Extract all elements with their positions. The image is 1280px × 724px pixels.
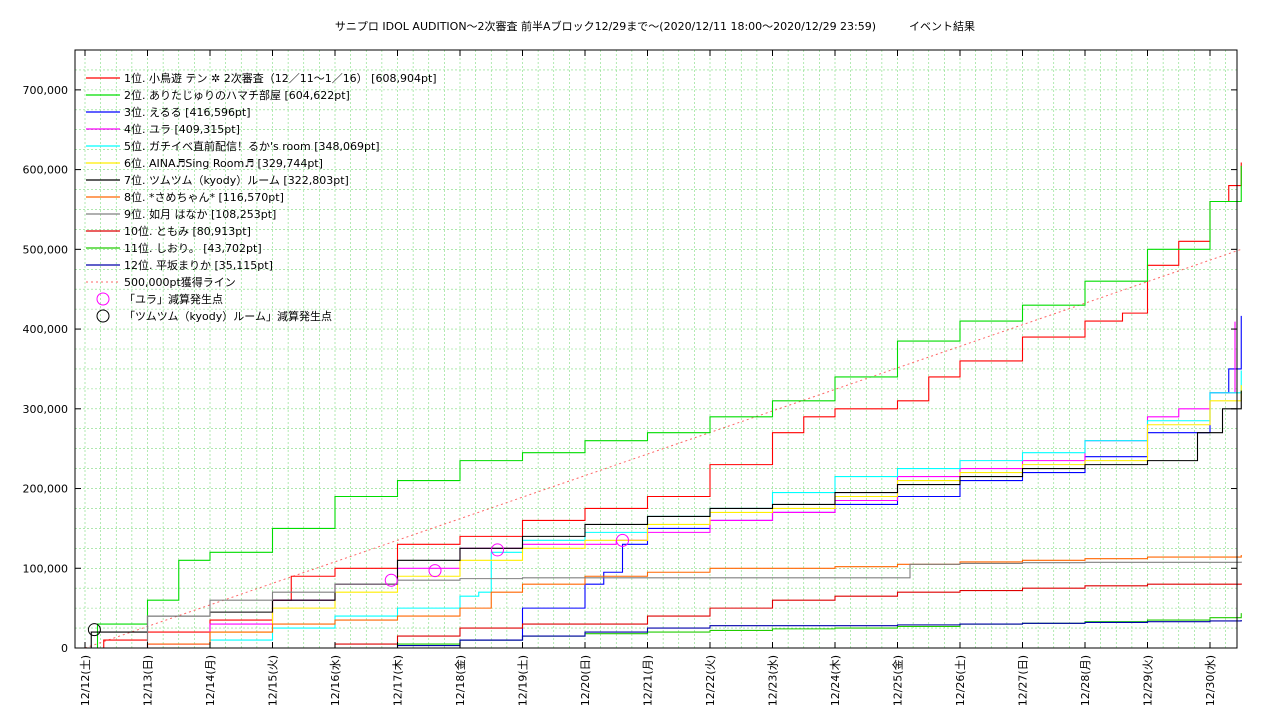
grid <box>75 50 1237 648</box>
series-line-4 <box>85 321 1236 649</box>
legend-label: 7位. ツムツム（kyody）ルーム [322,803pt] <box>124 173 349 187</box>
x-tick-label: 12/20(日) <box>579 655 592 706</box>
legend-label: 「ユラ」減算発生点 <box>124 292 223 306</box>
series-line-2 <box>85 165 1242 649</box>
reference-line-layer <box>84 248 1242 649</box>
marker-point-1 <box>384 573 398 587</box>
legend-marker <box>96 292 110 306</box>
legend-label: 「ツムツム（kyody）ルーム」減算発生点 <box>124 309 332 323</box>
y-tick-label: 500,000 <box>23 243 69 256</box>
x-tick-label: 12/13(日) <box>142 655 155 706</box>
marker-layer <box>87 533 629 637</box>
y-tick-label: 600,000 <box>23 164 69 177</box>
x-tick-label: 12/19(土) <box>517 655 530 706</box>
y-tick-label: 200,000 <box>23 483 69 496</box>
x-tick-label: 12/14(月) <box>204 655 217 706</box>
marker-point-2 <box>87 623 101 637</box>
x-tick-label: 12/23(水) <box>767 655 780 706</box>
plot-frame <box>74 49 1238 649</box>
legend-label: 3位. えるる [416,596pt] <box>124 105 251 119</box>
y-tick-label: 300,000 <box>23 403 69 416</box>
chart-title: サニプロ IDOL AUDITION〜2次審査 前半Aブロック12/29まで〜(… <box>335 19 975 33</box>
y-tick-label: 700,000 <box>23 84 69 97</box>
x-tick-label: 12/29(火) <box>1142 655 1155 706</box>
series-line-7 <box>85 390 1242 649</box>
x-tick-label: 12/22(火) <box>704 655 717 706</box>
x-tick-label: 12/16(水) <box>329 655 342 706</box>
legend-label: 1位. 小鳥遊 テン ✲ 2次審査（12／11〜1／16） [608,904pt… <box>124 71 437 85</box>
marker-point-1 <box>428 564 442 578</box>
x-tick-label: 12/21(月) <box>642 655 655 706</box>
series-line-10 <box>85 583 1242 649</box>
series-line-12 <box>85 620 1242 649</box>
series-line-8 <box>85 555 1242 649</box>
x-tick-label: 12/15(火) <box>267 655 280 706</box>
marker-point-1 <box>616 533 629 547</box>
x-tick-label: 12/17(木) <box>392 655 405 706</box>
x-tick-label: 12/24(木) <box>829 655 842 706</box>
legend: 1位. 小鳥遊 テン ✲ 2次審査（12／11〜1／16） [608,904pt… <box>86 71 437 323</box>
y-tick-label: 400,000 <box>23 323 69 336</box>
legend-label: 6位. AINA♬Sing Room♬ [329,744pt] <box>124 156 323 170</box>
legend-label: 11位. しおり。 [43,702pt] <box>124 241 262 255</box>
legend-label: 4位. ユラ [409,315pt] <box>124 122 240 136</box>
axis-layer: 0 100,000 200,000 300,000 400,000 500,000 600,… <box>23 50 1237 706</box>
legend-label: 12位. 平坂まりか [35,115pt] <box>124 258 273 272</box>
legend-label: 10位. ともみ [80,913pt] <box>124 224 251 238</box>
y-tick-label: 100,000 <box>23 562 69 575</box>
reference-line <box>84 248 1242 649</box>
x-tick-label: 12/18(金) <box>453 655 467 706</box>
series-line-9 <box>85 561 1242 649</box>
legend-label: 9位. 如月 はなか [108,253pt] <box>124 207 276 221</box>
legend-label: 2位. ありたじゅりのハマチ部屋 [604,622pt] <box>124 88 350 102</box>
legend-marker <box>96 309 110 323</box>
x-tick-label: 12/25(金) <box>891 655 905 706</box>
legend-label: 8位. *さめちゃん* [116,570pt] <box>124 190 284 204</box>
x-tick-label: 12/28(月) <box>1079 655 1092 706</box>
marker-point-1 <box>491 543 504 557</box>
legend-label: 5位. ガチイベ直前配信！るか's room [348,069pt] <box>124 139 380 153</box>
x-tick-label: 12/30(水) <box>1204 655 1217 706</box>
x-tick-label: 12/27(日) <box>1017 655 1030 706</box>
x-tick-label: 12/26(土) <box>954 655 967 706</box>
series-layer <box>85 162 1242 649</box>
x-tick-label: 12/12(土) <box>79 655 92 706</box>
legend-label: 500,000pt獲得ライン <box>124 276 236 289</box>
y-tick-label: 0 <box>61 642 68 655</box>
